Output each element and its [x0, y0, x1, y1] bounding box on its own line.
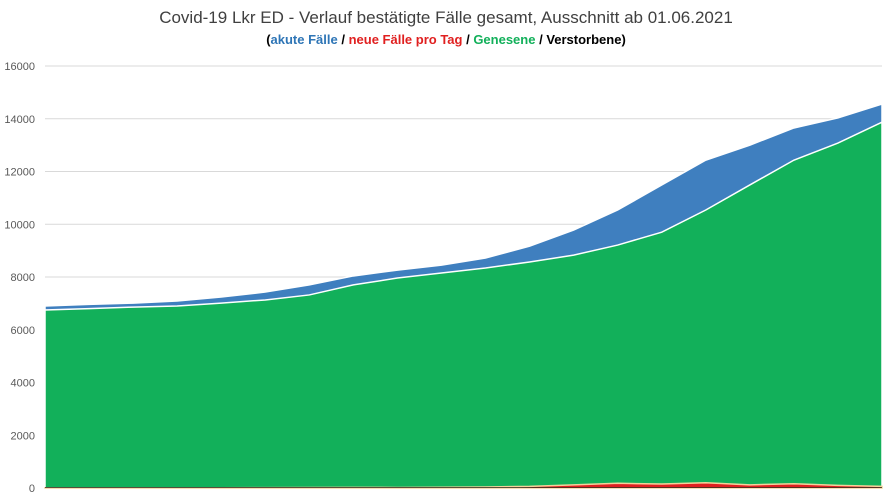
- y-tick-label: 16000: [4, 61, 35, 73]
- y-tick-label: 10000: [4, 219, 35, 231]
- chart-title: Covid-19 Lkr ED - Verlauf bestätigte Fäl…: [159, 8, 733, 27]
- y-tick-label: 2000: [11, 430, 35, 442]
- legend-neue: neue Fälle pro Tag: [348, 32, 463, 47]
- y-tick-label: 8000: [11, 272, 35, 284]
- legend-verstorbene: Verstorbene: [546, 32, 622, 47]
- y-tick-label: 14000: [4, 114, 35, 126]
- chart-subtitle: (akute Fälle / neue Fälle pro Tag / Gene…: [266, 32, 626, 47]
- legend-genesene: Genesene: [473, 32, 536, 47]
- area-genesene: [44, 120, 883, 489]
- y-tick-label: 4000: [11, 378, 35, 390]
- y-tick-label: 0: [29, 483, 35, 495]
- y-tick-label: 6000: [11, 325, 35, 337]
- area-verstorbene: [45, 487, 882, 488]
- y-tick-label: 12000: [4, 167, 35, 179]
- legend-akute: akute Fälle: [270, 32, 338, 47]
